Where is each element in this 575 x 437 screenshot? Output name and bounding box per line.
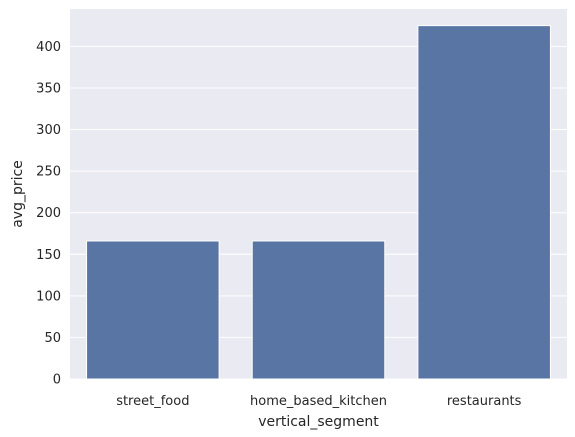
- x-axis-ticks: street_food home_based_kitchen restaurants: [116, 394, 521, 409]
- y-tick-label: 0: [53, 373, 61, 388]
- y-tick-label: 100: [36, 289, 61, 304]
- y-axis-label: avg_price: [10, 160, 26, 228]
- y-tick-label: 200: [36, 206, 61, 221]
- x-tick-label: home_based_kitchen: [250, 394, 387, 409]
- y-tick-label: 150: [36, 248, 61, 263]
- x-tick-label: street_food: [116, 394, 189, 409]
- bars: [86, 25, 551, 380]
- y-tick-label: 350: [36, 81, 61, 96]
- y-tick-label: 50: [44, 331, 61, 346]
- bar-home_based_kitchen: [251, 240, 386, 380]
- bar-restaurants: [417, 25, 551, 380]
- x-axis-label: vertical_segment: [258, 414, 379, 430]
- x-tick-label: restaurants: [447, 394, 522, 409]
- y-tick-label: 300: [36, 123, 61, 138]
- y-tick-label: 250: [36, 165, 61, 180]
- y-tick-label: 400: [36, 40, 61, 55]
- bar-street_food: [86, 240, 220, 380]
- y-axis-ticks: 0 50 100 150 200 250 300 350 400: [36, 40, 61, 388]
